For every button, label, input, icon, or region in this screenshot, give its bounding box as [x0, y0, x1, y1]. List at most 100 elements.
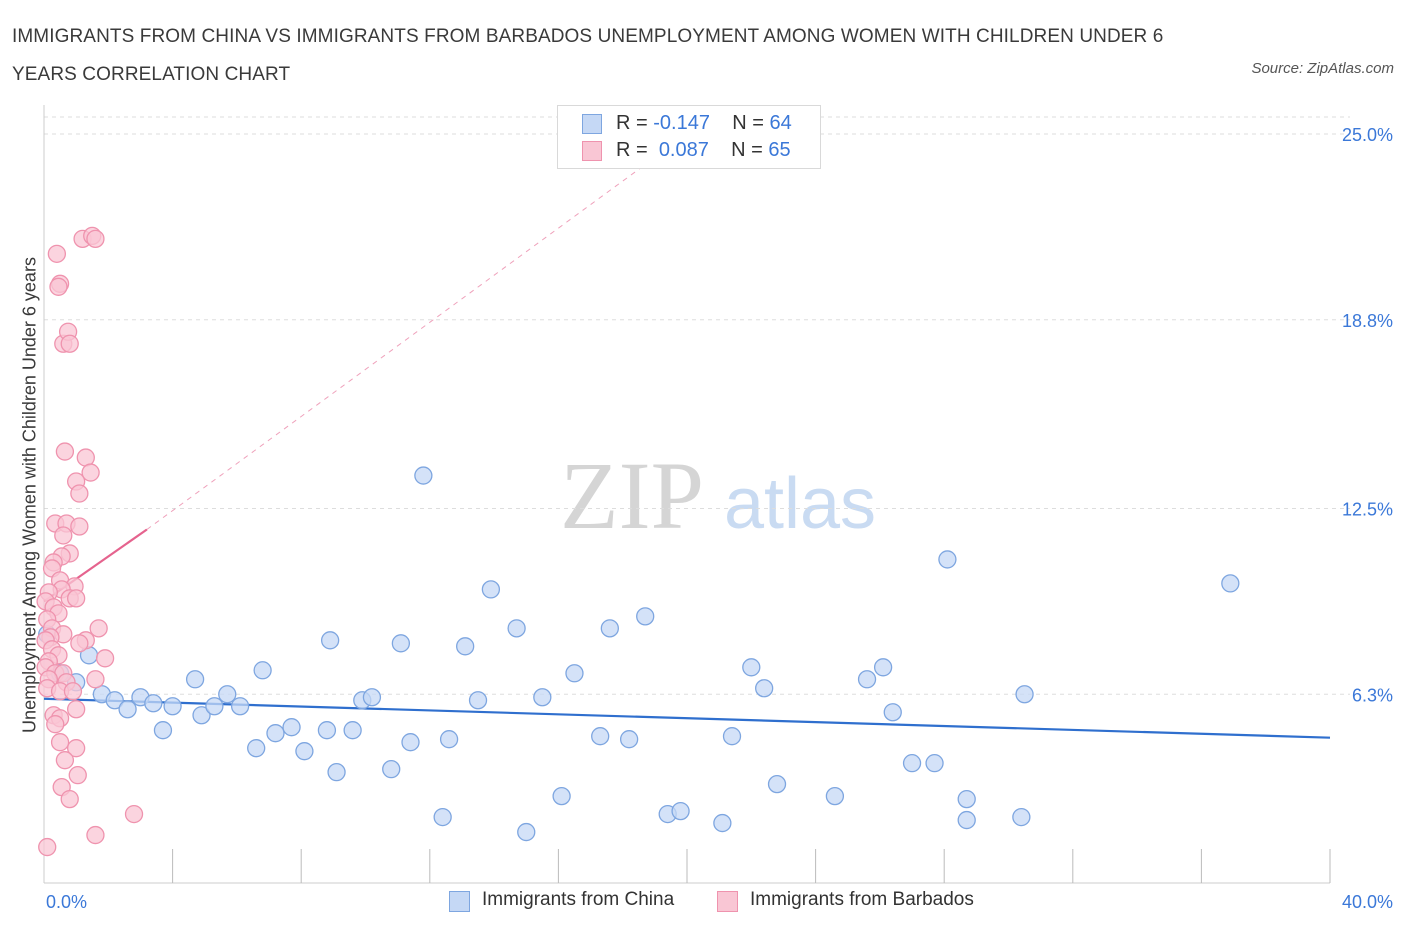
point-barbados — [63, 682, 83, 701]
legend-barbados-swatch — [717, 891, 738, 912]
china-stats: R = -0.147 N = 64 — [616, 112, 792, 135]
barbados-swatch — [582, 141, 602, 161]
point-china — [957, 789, 976, 809]
grid — [44, 116, 1350, 695]
point-china — [414, 466, 433, 485]
point-china — [253, 661, 272, 680]
point-china — [317, 721, 337, 740]
point-china — [873, 658, 893, 677]
axes — [43, 105, 1331, 884]
barbados-n-value: 65 — [768, 139, 791, 161]
point-barbados — [81, 463, 100, 482]
point-china — [327, 762, 346, 782]
point-china — [713, 813, 732, 833]
point-china — [218, 685, 237, 704]
point-barbados — [70, 517, 89, 536]
watermark-zip: ZIP — [560, 442, 704, 549]
x-tick-label: 40.0% — [1342, 892, 1393, 912]
china-r-label: R = — [616, 112, 648, 134]
y-tick-label: 18.8% — [1342, 311, 1393, 331]
point-barbados — [55, 751, 75, 770]
point-china — [230, 697, 250, 716]
china-r-value: -0.147 — [653, 112, 710, 134]
point-barbados — [60, 789, 79, 809]
point-china — [1221, 574, 1240, 593]
point-china — [755, 679, 774, 698]
point-china — [247, 739, 266, 758]
point-china — [742, 658, 761, 677]
point-china — [153, 721, 173, 740]
point-china — [619, 730, 639, 749]
correlation-legend: R = -0.147 N = 64 R = 0.087 N = 65 — [557, 105, 821, 169]
tick-labels: 6.3% 12.5% 18.8% 25.0% 0.0% 40.0% — [46, 125, 1393, 912]
point-china — [722, 727, 742, 746]
point-barbados — [49, 277, 68, 296]
barbados-stats: R = 0.087 N = 65 — [616, 139, 791, 162]
point-barbados — [70, 484, 89, 503]
x-tick-label: 0.0% — [46, 892, 87, 912]
watermark: ZIP atlas — [560, 442, 876, 549]
point-china — [902, 754, 922, 773]
point-china — [517, 822, 536, 842]
point-china — [266, 724, 285, 743]
point-china — [192, 706, 211, 725]
point-china — [591, 727, 610, 746]
point-china — [533, 688, 552, 707]
point-china — [825, 786, 845, 806]
trendline-china — [43, 697, 1331, 739]
barbados-r-label: R = — [616, 139, 648, 161]
point-china — [433, 807, 452, 827]
y-tick-label: 12.5% — [1342, 500, 1393, 520]
trendline-barbados — [146, 133, 688, 530]
point-barbados — [60, 334, 79, 353]
point-barbados — [86, 670, 105, 689]
point-china — [883, 703, 902, 722]
data-points — [36, 226, 1240, 857]
legend-barbados-label: Immigrants from Barbados — [750, 889, 974, 910]
point-china — [857, 670, 877, 689]
point-china — [938, 550, 957, 569]
barbados-n-label: N = — [731, 139, 763, 161]
point-barbados — [67, 700, 86, 719]
point-china — [295, 742, 314, 761]
point-china — [343, 721, 362, 740]
watermark-atlas: atlas — [724, 464, 876, 544]
china-n-value: 64 — [769, 112, 792, 134]
point-barbados — [55, 442, 75, 461]
point-china — [320, 631, 340, 650]
point-china — [185, 670, 205, 689]
point-barbados — [89, 619, 108, 638]
point-china — [507, 619, 526, 638]
point-china — [163, 697, 182, 716]
point-barbados — [50, 733, 70, 752]
point-china — [118, 700, 137, 719]
point-china — [636, 607, 655, 626]
point-barbados — [67, 589, 86, 608]
point-barbados — [54, 526, 73, 545]
point-china — [565, 664, 584, 683]
point-china — [957, 810, 976, 830]
point-china — [552, 786, 571, 806]
point-china — [600, 619, 619, 638]
point-china — [468, 691, 488, 710]
point-china — [925, 754, 944, 773]
point-barbados — [46, 715, 65, 734]
chart-title: IMMIGRANTS FROM CHINA VS IMMIGRANTS FROM… — [12, 26, 1164, 85]
legend-china-swatch — [449, 891, 470, 912]
point-barbados — [95, 649, 115, 668]
point-china — [401, 733, 420, 752]
point-barbados — [38, 837, 57, 857]
point-china — [205, 697, 224, 716]
trendlines — [43, 133, 1331, 739]
point-china — [767, 774, 787, 794]
point-barbados — [86, 825, 105, 845]
point-china — [282, 718, 301, 737]
china-n-label: N = — [732, 112, 764, 134]
point-china — [456, 637, 475, 656]
point-china — [382, 760, 401, 779]
barbados-r-value: 0.087 — [658, 139, 709, 161]
y-tick-label: 6.3% — [1352, 685, 1393, 705]
point-barbados — [67, 739, 86, 758]
legend-china-label: Immigrants from China — [482, 889, 675, 910]
